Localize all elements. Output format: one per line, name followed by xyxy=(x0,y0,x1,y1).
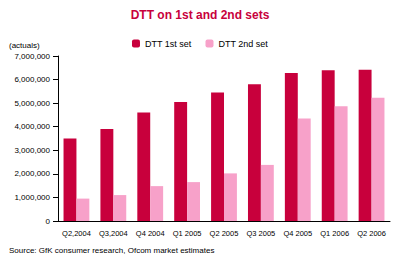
svg-text:Q2,2004: Q2,2004 xyxy=(62,229,91,238)
svg-text:Q2 2005: Q2 2005 xyxy=(210,229,239,238)
svg-text:7,000,000: 7,000,000 xyxy=(14,52,50,61)
svg-text:Q3 2005: Q3 2005 xyxy=(246,229,275,238)
svg-text:Q1 2005: Q1 2005 xyxy=(173,229,202,238)
svg-text:5,000,000: 5,000,000 xyxy=(14,99,50,108)
svg-text:DTT 2nd set: DTT 2nd set xyxy=(218,39,268,49)
svg-text:1,000,000: 1,000,000 xyxy=(14,193,50,202)
svg-text:(actuals): (actuals) xyxy=(9,41,40,50)
svg-text:Q4 2005: Q4 2005 xyxy=(283,229,312,238)
svg-text:Q4 2004: Q4 2004 xyxy=(136,229,165,238)
svg-text:DTT on 1st and 2nd sets: DTT on 1st and 2nd sets xyxy=(131,8,270,22)
svg-text:Q3,2004: Q3,2004 xyxy=(99,229,128,238)
svg-text:3,000,000: 3,000,000 xyxy=(14,146,50,155)
svg-text:Q2 2006: Q2 2006 xyxy=(357,229,386,238)
svg-text:Source: GfK consumer research,: Source: GfK consumer research, Ofcom mar… xyxy=(9,246,214,255)
svg-text:6,000,000: 6,000,000 xyxy=(14,75,50,84)
svg-text:4,000,000: 4,000,000 xyxy=(14,122,50,131)
svg-text:2,000,000: 2,000,000 xyxy=(14,169,50,178)
svg-text:0: 0 xyxy=(46,217,51,226)
svg-text:DTT 1st set: DTT 1st set xyxy=(145,39,192,49)
svg-text:Q1 2006: Q1 2006 xyxy=(320,229,349,238)
